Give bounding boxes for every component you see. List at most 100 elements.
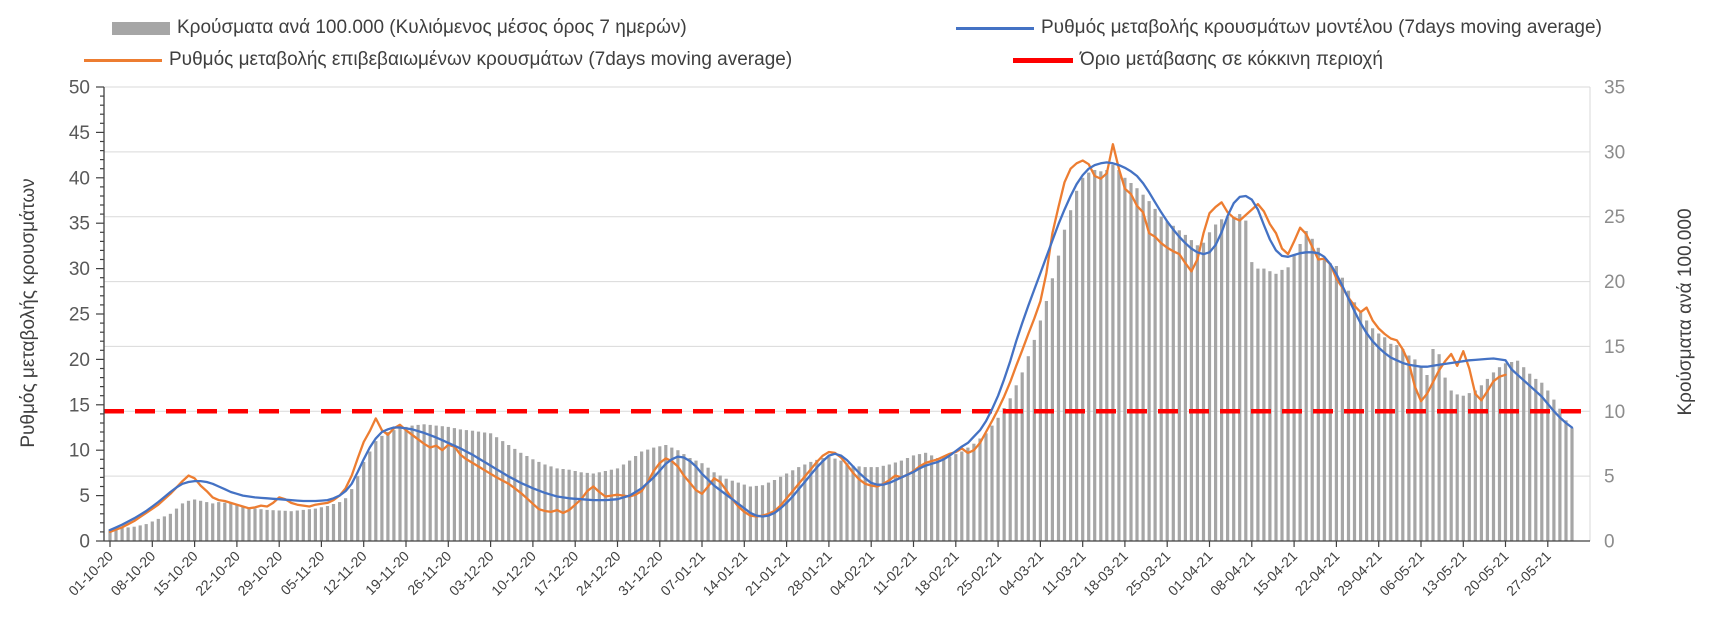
bar [1528, 373, 1532, 541]
x-axis-tick-label: 01-04-21 [1165, 548, 1216, 599]
x-axis-tick-label: 24-12-20 [573, 548, 624, 599]
bar [664, 445, 668, 541]
line-series-swatch-icon [956, 26, 1034, 30]
bar [1268, 271, 1272, 541]
x-axis-tick-label: 27-05-21 [1503, 548, 1554, 599]
x-axis-tick-label: 05-11-20 [277, 548, 327, 598]
bar [1244, 220, 1248, 541]
bar [1516, 360, 1520, 541]
bar [241, 506, 245, 541]
bar [1371, 328, 1375, 541]
bar [428, 424, 432, 541]
bar [470, 430, 475, 541]
bar [694, 460, 698, 541]
bar [579, 472, 583, 541]
bar [978, 438, 982, 541]
bar [1485, 378, 1489, 541]
bar [676, 450, 680, 541]
bar [1008, 398, 1012, 541]
right-axis-tick-label: 25 [1604, 207, 1625, 228]
bar [1558, 408, 1562, 541]
bar [543, 464, 547, 541]
right-axis-tick-label: 0 [1604, 532, 1615, 553]
bar-series-swatch-icon [112, 21, 170, 35]
left-axis-tick-label: 10 [69, 441, 90, 462]
x-axis-tick-label: 31-12-20 [615, 548, 666, 599]
bar [368, 451, 372, 541]
bar [1147, 201, 1151, 541]
x-axis-tick-label: 22-10-20 [192, 548, 243, 599]
bar [1455, 394, 1459, 541]
bar [899, 460, 903, 541]
bar [271, 510, 275, 541]
left-axis-title: Ρυθμός μεταβολής κρουσμάτων [18, 178, 39, 448]
bar [301, 509, 305, 541]
bar [1425, 375, 1429, 541]
x-axis-tick-label: 04-02-21 [826, 548, 877, 599]
x-axis-tick-label: 25-02-21 [953, 548, 1004, 599]
bar [126, 527, 130, 541]
bar [893, 462, 897, 541]
bar [609, 469, 613, 541]
bar [1479, 385, 1483, 541]
bar [325, 506, 330, 541]
x-axis-tick-label: 04-03-21 [996, 548, 1047, 599]
x-axis-tick-label: 18-02-21 [911, 548, 962, 599]
legend-label: Κρούσματα ανά 100.000 (Κυλιόμενος μέσος … [177, 17, 687, 38]
left-axis-tick-label: 45 [69, 123, 90, 144]
x-axis-tick-label: 03-12-20 [446, 548, 497, 599]
bar [162, 516, 166, 541]
bar [1141, 194, 1145, 541]
bar [253, 508, 257, 541]
bar [1365, 320, 1369, 541]
bar [1449, 390, 1453, 541]
bar [942, 457, 946, 541]
bar [331, 504, 336, 541]
bar [646, 449, 650, 541]
bar [881, 465, 885, 541]
x-axis-tick-label: 15-10-20 [150, 548, 201, 599]
x-axis-tick-label: 12-11-20 [320, 548, 370, 598]
bar [1310, 238, 1314, 542]
bar [1340, 277, 1344, 541]
bar [531, 459, 535, 541]
bar [966, 447, 970, 541]
bar [1044, 301, 1048, 541]
bar [1262, 268, 1266, 541]
bar [567, 469, 571, 541]
x-axis-tick-label: 19-11-20 [362, 548, 412, 598]
bar [458, 429, 462, 541]
bar [205, 502, 209, 541]
dash-series-swatch-icon [1013, 57, 1073, 63]
bar [295, 510, 299, 541]
bar [845, 463, 849, 541]
x-axis-tick-label: 06-05-21 [1376, 548, 1427, 599]
x-axis-tick-label: 29-10-20 [234, 548, 285, 599]
bar [313, 508, 317, 541]
left-axis-tick-label: 15 [69, 395, 90, 416]
legend-item-cases-per-100k: Κρούσματα ανά 100.000 (Κυλιόμενος μέσος … [112, 16, 687, 40]
bar [1020, 372, 1024, 541]
bar [211, 503, 215, 541]
bar [229, 503, 233, 541]
bar [223, 502, 227, 541]
bar [1171, 225, 1175, 542]
bar [990, 425, 994, 541]
bar [235, 504, 239, 541]
bar [1401, 349, 1405, 541]
bar [446, 426, 450, 541]
bar [1419, 367, 1423, 541]
bar [344, 498, 348, 541]
bar [350, 489, 354, 541]
bar [217, 502, 221, 541]
bar [483, 432, 487, 541]
bar [1346, 290, 1351, 541]
bar [501, 441, 505, 541]
bar [730, 480, 734, 541]
bar [386, 432, 390, 541]
bar [1056, 255, 1061, 541]
bar [422, 424, 426, 541]
x-axis-tick-label: 17-12-20 [530, 548, 581, 599]
